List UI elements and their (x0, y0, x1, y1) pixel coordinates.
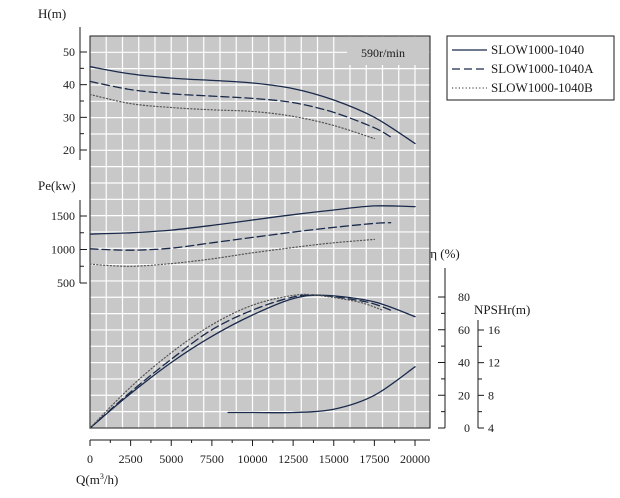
series-1-power-curve (89, 205, 416, 235)
head-tick-label: 50 (63, 45, 75, 59)
head-tick-label: 20 (63, 143, 75, 157)
efficiency-tick-label: 60 (458, 323, 470, 337)
legend-label-3: SLOW1000-1040B (491, 80, 593, 95)
series-3-power-curve (89, 238, 375, 267)
x-tick-label: 2500 (119, 452, 143, 466)
power-tick-label: 1500 (51, 209, 75, 223)
legend-label-1: SLOW1000-1040 (491, 42, 584, 57)
npshr-tick-label: 4 (488, 421, 494, 435)
head-tick-label: 40 (63, 78, 75, 92)
x-tick-label: 17500 (359, 452, 389, 466)
npshr-axis-title: NPSHr(m) (474, 302, 530, 317)
plot-frame (89, 35, 431, 429)
speed-label: 590r/min (361, 46, 405, 60)
efficiency-axis-title: η (%) (430, 246, 460, 261)
series-1-efficiency-curve (89, 294, 416, 429)
npshr-tick-label: 8 (488, 388, 494, 402)
efficiency-tick-label: 0 (464, 421, 470, 435)
efficiency-tick-label: 20 (458, 388, 470, 402)
curves (89, 66, 416, 429)
x-tick-label: 20000 (400, 452, 430, 466)
npshr-tick-label: 16 (488, 323, 500, 337)
head-axis-title: H(m) (38, 6, 66, 21)
series-3-head-curve (89, 93, 375, 140)
x-tick-label: 15000 (319, 452, 349, 466)
legend-label-2: SLOW1000-1040A (491, 61, 594, 76)
legend-box (446, 35, 615, 101)
series-1-npshr-curve (227, 366, 416, 414)
efficiency-tick-label: 40 (458, 356, 470, 370)
series-2-power-curve (89, 222, 392, 251)
series-2-efficiency-curve (89, 294, 392, 429)
head-tick-label: 30 (63, 110, 75, 124)
x-tick-label: 0 (87, 452, 93, 466)
power-tick-label: 500 (57, 276, 75, 290)
speed-label-box (347, 37, 429, 65)
efficiency-tick-label: 80 (458, 290, 470, 304)
series-2-head-curve (89, 80, 392, 138)
x-tick-label: 5000 (159, 452, 183, 466)
power-tick-label: 1000 (51, 243, 75, 257)
x-axis-title: Q(m3/h) (76, 472, 118, 487)
series-1-head-curve (89, 66, 416, 145)
series-3-efficiency-curve (89, 293, 384, 429)
x-tick-label: 12500 (278, 452, 308, 466)
x-tick-label: 10000 (238, 452, 268, 466)
x-tick-label: 7500 (200, 452, 224, 466)
npshr-tick-label: 12 (488, 356, 500, 370)
power-axis-title: Pe(kw) (38, 178, 76, 193)
